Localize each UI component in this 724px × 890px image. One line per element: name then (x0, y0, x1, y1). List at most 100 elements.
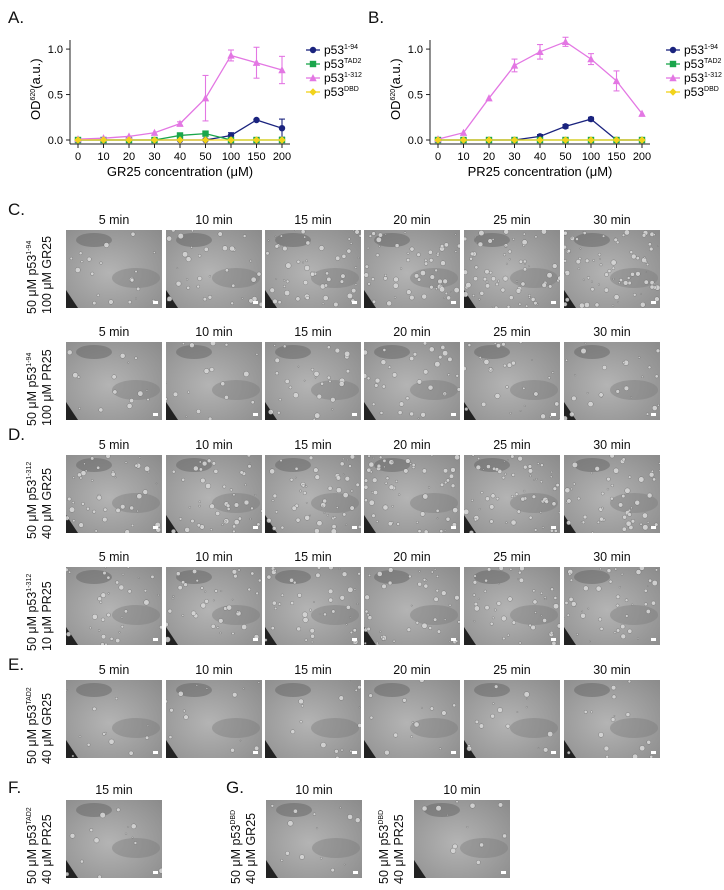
time-label: 10 min (195, 663, 233, 677)
legend-entry: p531-94 (684, 43, 718, 57)
micrograph-image (364, 230, 460, 308)
legend-entry: p53DBD (684, 85, 719, 99)
data-point (278, 66, 286, 74)
legend-marker (309, 46, 317, 54)
micrograph-image (66, 800, 162, 878)
time-label: 5 min (98, 663, 130, 677)
y-tick-label: 1.0 (408, 44, 423, 56)
legend-marker (309, 74, 317, 82)
legend-entry: p53TAD2 (324, 57, 362, 71)
x-tick-label: 20 (483, 151, 495, 163)
x-tick-label: 10 (457, 151, 469, 163)
time-label: 15 min (294, 213, 332, 227)
panel-label-a: A. (8, 8, 25, 27)
legend-marker (669, 46, 677, 54)
legend-entry: p53DBD (324, 85, 359, 99)
micrograph-image (464, 680, 560, 758)
time-label: 25 min (493, 663, 531, 677)
micrograph-image (364, 342, 460, 420)
data-point (638, 136, 646, 144)
row-condition-label: 50 μM p531-312 10 μM PR25 (25, 573, 55, 651)
data-point (278, 124, 286, 132)
data-point (536, 47, 544, 56)
panel-label-b: B. (368, 8, 385, 27)
time-label: 25 min (493, 438, 531, 452)
micrograph-image (464, 230, 560, 308)
data-point (227, 136, 235, 144)
micrograph-image (364, 455, 460, 533)
time-label: 10 min (195, 550, 233, 564)
row-condition-label: 50 μM p531-312 40 μM GR25 (25, 461, 55, 539)
micrograph-image (564, 342, 660, 420)
data-point (638, 109, 646, 117)
micrograph-image (564, 455, 660, 533)
data-point (612, 76, 621, 85)
data-point (485, 94, 493, 102)
data-point (587, 136, 595, 144)
time-label: 5 min (98, 550, 130, 564)
time-label: 30 min (593, 438, 631, 452)
micrograph-image (265, 342, 361, 420)
panel-label-f: F. (8, 778, 22, 797)
data-point (201, 94, 210, 102)
data-point (485, 136, 493, 144)
micrograph-image (166, 230, 262, 308)
micrograph-image (265, 680, 361, 758)
panel-label-g: G. (226, 778, 244, 797)
micrograph-image (265, 455, 361, 533)
time-label: 10 min (195, 213, 233, 227)
data-point (150, 136, 159, 144)
micrograph-image (364, 567, 460, 645)
data-point (201, 136, 210, 144)
x-tick-label: 200 (273, 151, 291, 163)
legend-entry: p53TAD2 (684, 57, 722, 71)
data-point (150, 128, 159, 136)
time-label: 30 min (593, 325, 631, 339)
row-condition-label: 50 μM p531-94 100 μM PR25 (25, 349, 55, 426)
x-axis-label: GR25 concentration (μM) (107, 164, 253, 179)
legend-marker (669, 60, 677, 68)
micrograph-image (564, 567, 660, 645)
time-label: 5 min (98, 213, 130, 227)
time-label: 15 min (294, 325, 332, 339)
micrograph-image (265, 567, 361, 645)
time-label: 10 min (195, 438, 233, 452)
micrograph-image (564, 230, 660, 308)
data-point (176, 136, 184, 144)
data-point (510, 61, 519, 69)
legend-marker (669, 74, 677, 82)
time-label: 25 min (493, 213, 531, 227)
data-point (227, 51, 235, 59)
data-point (562, 123, 569, 130)
time-label: 30 min (593, 550, 631, 564)
data-point (176, 119, 184, 127)
y-axis-label: OD620(a.u.) (28, 58, 43, 120)
micrograph-image (66, 680, 162, 758)
x-tick-label: 50 (559, 151, 571, 163)
data-point (434, 136, 442, 144)
x-tick-label: 0 (435, 151, 441, 163)
micrograph-image (166, 342, 262, 420)
row-condition-label: 50 μM p53DBD 40 μM PR25 (377, 809, 407, 884)
time-label: 25 min (493, 550, 531, 564)
time-label: 10 min (443, 783, 481, 797)
legend-entry: p531-94 (324, 43, 358, 57)
time-label: 15 min (294, 550, 332, 564)
legend-marker (309, 60, 317, 68)
data-point (253, 116, 260, 124)
data-point (459, 136, 468, 144)
micrograph-image (66, 455, 162, 533)
chart-a: 0.0 0.5 1.0 0 10 20 30 40 50 100 150 200 GR25 concen… (28, 40, 362, 179)
legend-entry: p531-312 (684, 71, 722, 85)
micrograph-image (266, 800, 362, 878)
row-condition-label: 50 μM p53TAD2 40 μM GR25 (25, 687, 55, 764)
x-tick-label: 50 (199, 151, 211, 163)
panel-label-e: E. (8, 655, 25, 674)
y-axis-label: OD620(a.u.) (388, 58, 403, 120)
legend-marker (669, 88, 677, 96)
data-point (176, 132, 184, 139)
chart-b: 0.0 0.5 1.0 0 10 20 30 40 50 100 150 200 PR25 concen… (388, 36, 722, 179)
data-point (510, 136, 519, 144)
micrograph-image (464, 567, 560, 645)
data-point (561, 37, 570, 46)
